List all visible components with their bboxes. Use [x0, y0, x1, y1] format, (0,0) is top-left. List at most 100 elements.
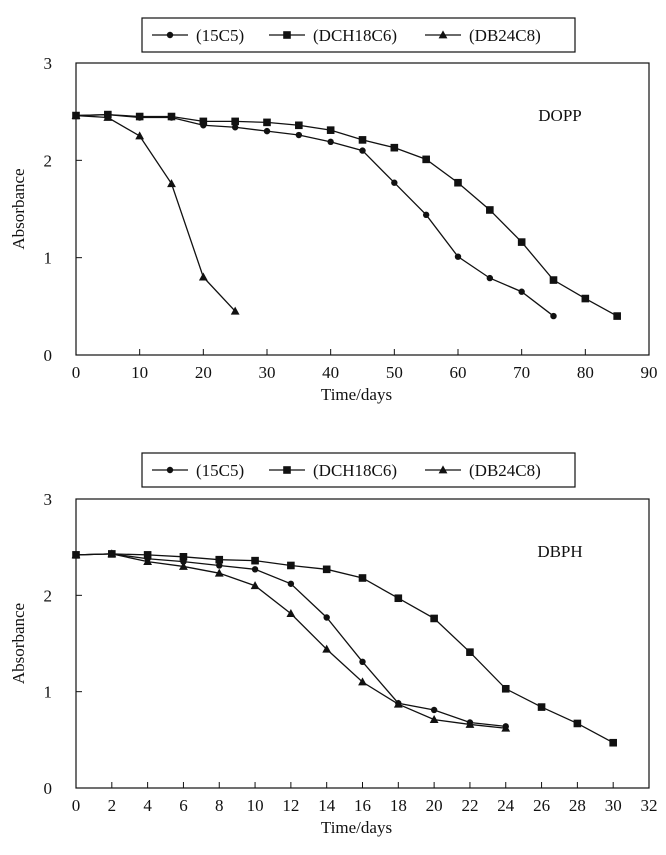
data-point-triangle	[358, 677, 367, 686]
data-point-square	[215, 555, 224, 564]
data-point-triangle	[230, 306, 240, 315]
x-tick-label: 10	[247, 796, 264, 815]
data-point-circle	[323, 614, 330, 621]
data-point-circle	[454, 253, 462, 260]
data-point-triangle	[103, 112, 113, 121]
data-point-circle	[359, 658, 366, 666]
data-point-circle	[359, 147, 366, 154]
data-point-triangle	[465, 719, 475, 728]
x-tick-label: 12	[282, 796, 299, 815]
data-point-circle	[486, 274, 494, 282]
legend-box	[141, 17, 576, 53]
legend-marker-triangle	[438, 465, 448, 474]
data-point-square	[390, 143, 399, 152]
data-point-square	[422, 155, 430, 164]
data-point-triangle	[214, 568, 224, 577]
legend: (15C5) (DCH18C6) (DB24C8)	[141, 452, 576, 488]
x-tick-label: 80	[577, 363, 594, 382]
data-point-square	[251, 556, 259, 565]
x-tick-label: 10	[131, 363, 148, 382]
panel-annotation: DBPH	[537, 542, 582, 561]
data-point-square	[430, 614, 438, 623]
data-point-square	[394, 594, 403, 603]
y-tick-label: 2	[44, 151, 53, 170]
y-tick-label: 1	[44, 683, 53, 702]
data-point-square	[454, 178, 462, 187]
legend: (15C5) (DCH18C6) (DB24C8)	[141, 17, 576, 53]
data-point-square	[358, 574, 367, 582]
x-tick-label: 4	[143, 796, 152, 815]
series-line-square	[75, 113, 618, 317]
data-point-circle	[327, 138, 334, 146]
x-tick-label: 14	[318, 796, 336, 815]
data-point-square	[466, 648, 474, 656]
legend-marker-circle	[166, 31, 174, 39]
x-tick-label: 28	[569, 796, 586, 815]
data-point-square	[537, 703, 546, 711]
data-point-triangle	[250, 581, 260, 590]
x-tick-label: 6	[179, 796, 188, 815]
y-tick-label: 3	[44, 490, 53, 509]
data-point-triangle	[167, 179, 176, 188]
x-tick-label: 30	[605, 796, 622, 815]
legend-marker-triangle	[438, 30, 448, 39]
chart-dbph: 0 2 4 6 8 10 12 14 16 18 20 22 24 26 28 30 320123Time/da…	[9, 452, 658, 837]
x-tick-label: 20	[426, 796, 443, 815]
data-point-circle	[391, 179, 398, 186]
x-tick-label: 20	[195, 363, 212, 382]
data-point-circle	[550, 312, 557, 320]
data-point-circle	[295, 131, 303, 139]
series-line-square	[75, 553, 614, 744]
legend-marker-square	[283, 31, 291, 39]
y-tick-label: 0	[44, 779, 53, 798]
data-point-square	[287, 561, 295, 570]
data-point-square	[581, 294, 590, 303]
x-tick-label: 2	[108, 796, 117, 815]
y-tick-label: 1	[44, 249, 53, 268]
x-tick-label: 0	[72, 363, 81, 382]
data-point-square	[143, 551, 152, 559]
data-point-square	[199, 117, 208, 126]
plot-frame	[75, 62, 650, 356]
data-point-circle	[263, 127, 271, 135]
x-tick-label: 70	[513, 363, 530, 382]
data-point-square	[501, 684, 510, 693]
legend-label: (DB24C8)	[469, 461, 541, 480]
data-point-triangle	[179, 561, 188, 570]
x-tick-label: 24	[497, 796, 515, 815]
x-tick-label: 26	[533, 796, 550, 815]
x-axis-label: Time/days	[321, 385, 392, 404]
x-tick-label: 16	[354, 796, 371, 815]
data-point-triangle	[143, 557, 153, 566]
data-point-square	[263, 118, 271, 127]
data-point-circle	[287, 580, 295, 587]
data-point-square	[326, 126, 335, 134]
data-point-square	[231, 117, 239, 126]
x-tick-label: 40	[322, 363, 339, 382]
data-point-circle	[231, 124, 239, 131]
data-point-triangle	[198, 272, 208, 281]
series-line-triangle	[75, 114, 236, 312]
data-point-triangle	[501, 723, 511, 732]
data-point-square	[179, 553, 188, 561]
y-tick-label: 3	[44, 54, 53, 73]
data-point-square	[358, 136, 367, 144]
legend-marker-circle	[166, 466, 174, 474]
data-point-square	[609, 738, 617, 747]
data-point-square	[167, 112, 176, 121]
series-line-circle	[75, 113, 554, 317]
x-tick-label: 60	[450, 363, 467, 382]
series-line-triangle	[75, 553, 506, 729]
y-axis-label: Absorbance	[9, 603, 28, 684]
legend-label: (15C5)	[196, 26, 244, 45]
data-point-square	[549, 276, 558, 284]
x-axis-label: Time/days	[321, 818, 392, 837]
data-point-square	[486, 206, 494, 214]
data-point-triangle	[71, 110, 81, 119]
data-point-circle	[430, 706, 438, 714]
data-point-triangle	[135, 131, 145, 140]
data-point-square	[295, 121, 303, 130]
x-tick-label: 0	[72, 796, 81, 815]
y-axis-label: Absorbance	[9, 168, 28, 249]
legend-box	[141, 452, 576, 488]
